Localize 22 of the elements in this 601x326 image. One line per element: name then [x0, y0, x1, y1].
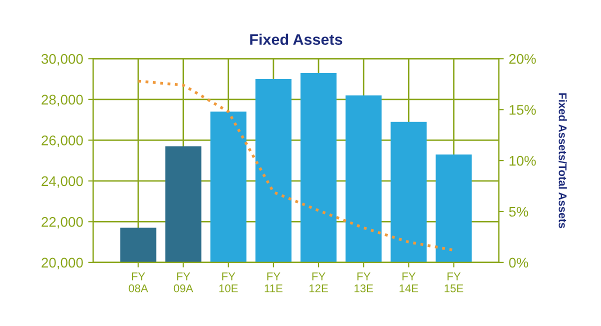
y-tick-label: 20,000 — [42, 258, 83, 270]
x-tick-label: FY 09A — [174, 272, 194, 292]
y-tick-label: 22,000 — [42, 217, 83, 228]
y2-tick-label: 15% — [510, 105, 536, 115]
x-tick-label: FY 15E — [444, 272, 464, 292]
y-tick-label: 24,000 — [42, 176, 83, 188]
y2-tick-label: 20% — [509, 54, 536, 64]
y2-tick-label: 0% — [509, 258, 528, 268]
y-tick-label: 26,000 — [42, 136, 83, 147]
y-tick-label: 28,000 — [42, 94, 83, 106]
y2-tick-label: 10% — [510, 156, 536, 166]
y2-axis-title: Fixed Assets/Total Assets — [558, 93, 567, 228]
y-tick-label: 30,000 — [41, 54, 83, 66]
y2-tick-label: 5% — [509, 206, 528, 217]
x-tick-label: FY 08A — [128, 272, 148, 292]
x-tick-label: FY 10E — [219, 272, 238, 292]
x-tick-label: FY 11E — [264, 272, 282, 292]
x-tick-label: FY 12E — [309, 272, 328, 292]
x-tick-label: FY 14E — [400, 272, 418, 292]
chart-title: Fixed Assets — [250, 34, 342, 45]
x-tick-label: FY 13E — [354, 272, 374, 292]
line-series — [136, 80, 456, 252]
